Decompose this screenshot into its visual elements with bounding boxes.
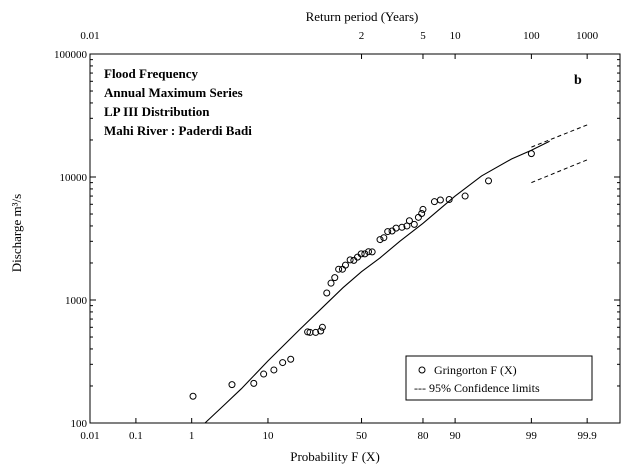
panel-tag: b [574,73,582,88]
axis-ticks: 0.01 0.1 1 10 50 80 90 99 99.9 0.01 2 5 10 100 1000 100… [54,30,620,442]
data-point-5 [279,359,287,367]
data-point-11 [318,323,326,331]
legend-box [405,355,593,401]
x-axis-title: Probability F (X) [290,449,380,464]
info-line-2: Annual Maximum Series [104,85,243,100]
data-point-4 [270,366,278,374]
confidence-limit-upper [531,124,588,148]
data-point-30 [398,223,406,231]
x-tick-label-3: 10 [262,430,274,442]
data-point-22 [361,250,369,258]
info-line-1: Flood Frequency [104,66,199,81]
data-point-14 [331,274,339,282]
data-point-12 [323,289,331,297]
data-point-42 [527,150,535,158]
legend-entry-confidence: --- 95% Confidence limits [414,381,540,395]
data-point-10 [317,327,325,335]
y-tick-label-2: 10000 [60,172,88,184]
data-point-39 [445,196,453,204]
data-point-0 [189,392,197,400]
data-point-25 [376,236,384,244]
x2-tick-label-2: 5 [420,30,426,42]
data-point-23 [364,248,372,256]
data-point-13 [327,279,335,287]
legend-entry-observed: Gringorton F (X) [434,363,517,377]
info-line-3: LP III Distribution [104,104,210,119]
info-line-4: Mahi River : Paderdi Badi [104,123,252,138]
data-point-6 [287,355,295,363]
x2-tick-label-3: 10 [450,30,462,42]
data-point-32 [405,217,413,225]
y-axis-title: Discharge m³/s [9,194,24,272]
data-point-17 [341,261,349,269]
data-point-41 [485,177,493,185]
data-point-38 [436,196,444,204]
confidence-limit-lower [531,159,588,184]
data-point-20 [354,253,362,261]
data-point-3 [260,370,268,378]
data-point-37 [430,198,438,206]
data-point-24 [368,248,376,256]
x-tick-label-6: 90 [450,430,462,442]
y-tick-label-0: 100 [71,418,88,430]
data-point-2 [250,379,258,387]
x-tick-label-2: 1 [189,430,195,442]
legend-symbol-circle [418,366,426,374]
x2-axis-title: Return period (Years) [306,9,419,24]
x2-tick-label-1: 2 [359,30,365,42]
data-point-34 [414,213,422,221]
x-tick-label-8: 99.9 [578,430,598,442]
data-point-33 [410,220,418,228]
data-point-16 [338,265,346,273]
x-tick-label-4: 50 [356,430,368,442]
data-point-21 [357,250,365,258]
plot-frame [89,53,621,424]
data-point-40 [461,192,469,200]
info-block: Flood Frequency Annual Maximum Series LP… [104,66,252,138]
data-point-18 [346,256,354,264]
x-tick-label-0: 0.01 [80,430,99,442]
data-point-1 [228,381,236,389]
y-tick-label-3: 100000 [54,49,88,61]
data-point-26 [380,234,388,242]
x-tick-label-1: 0.1 [129,430,143,442]
x2-tick-label-5: 1000 [576,30,599,42]
legend: Gringorton F (X) --- 95% Confidence limi… [405,355,593,401]
x-tick-label-7: 99 [526,430,538,442]
y-tick-label-1: 1000 [65,295,88,307]
data-point-9 [312,328,320,336]
data-point-19 [350,256,358,264]
x2-tick-label-4: 100 [523,30,540,42]
data-point-27 [384,228,392,236]
data-point-35 [418,209,426,217]
data-point-15 [335,265,343,273]
x2-tick-label-0: 0.01 [80,30,99,42]
series-lines [204,124,588,424]
x-tick-label-5: 80 [417,430,429,442]
data-point-36 [419,205,427,213]
fitted-curve [204,140,550,424]
series-points [189,150,535,400]
